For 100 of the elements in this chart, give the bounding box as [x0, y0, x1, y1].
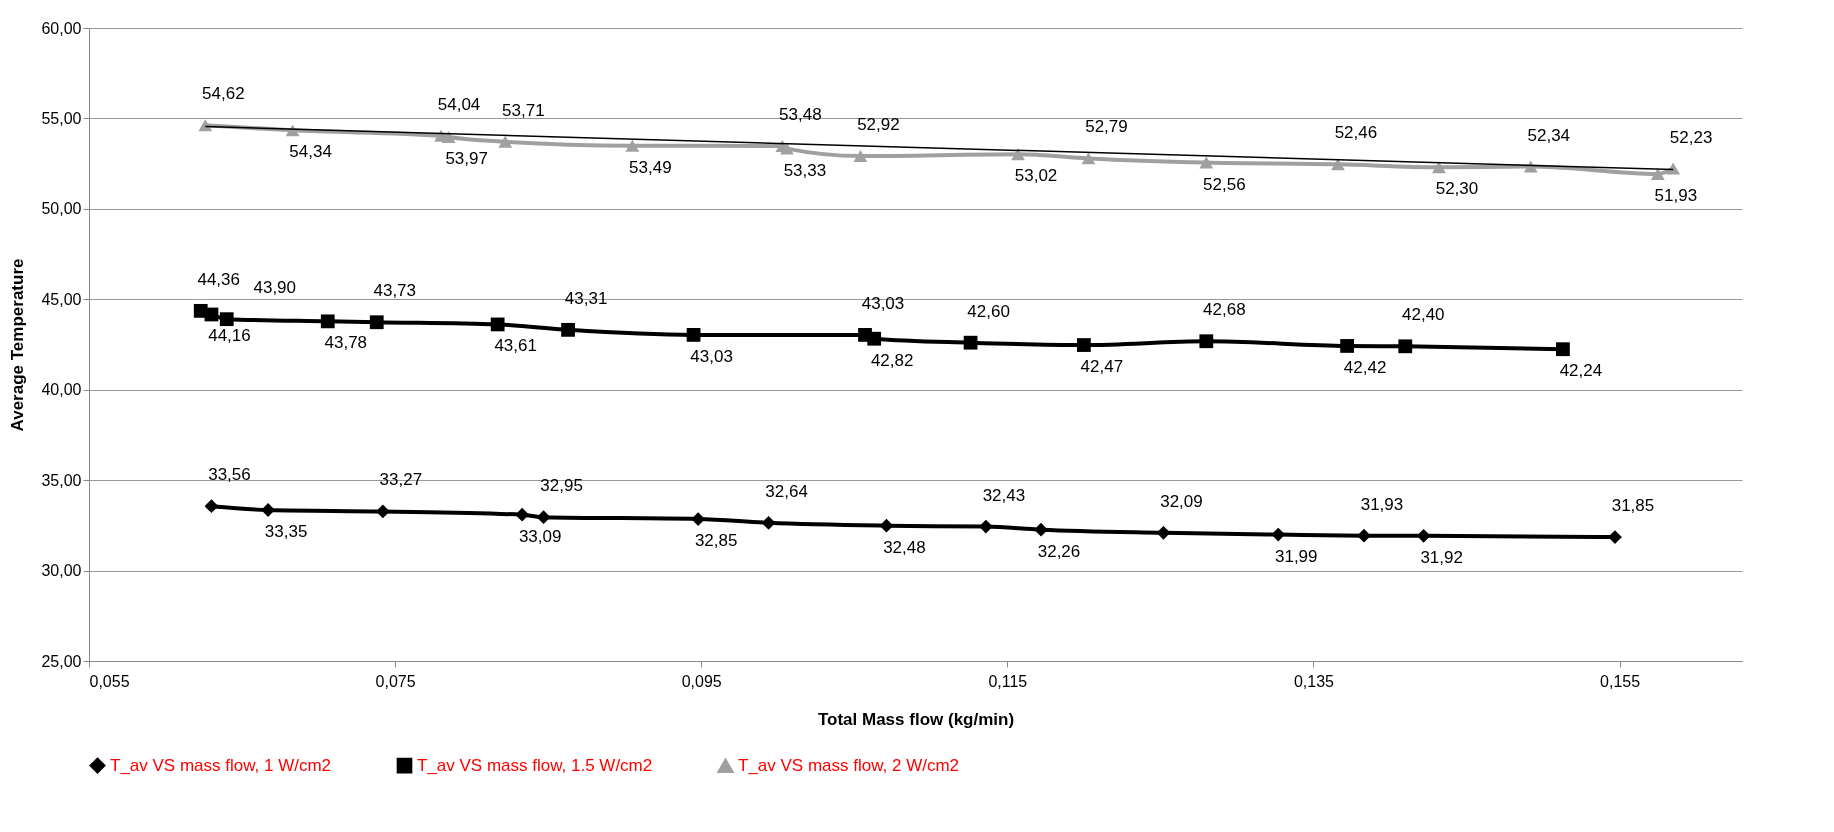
data-label: 42,47 [1080, 357, 1124, 377]
data-label: 33,09 [518, 526, 562, 546]
data-label: 53,71 [502, 100, 545, 120]
point [1556, 342, 1570, 357]
point [1156, 525, 1171, 540]
point [1416, 528, 1431, 543]
data-label: 33,56 [208, 465, 251, 485]
data-label: 32,09 [1160, 491, 1203, 511]
x-tick-label: 0,115 [988, 672, 1028, 690]
data-label: 54,04 [437, 94, 481, 114]
point [320, 314, 335, 329]
point [1199, 334, 1214, 349]
legend-label: T_av VS mass flow, 2 W/cm2 [738, 756, 960, 776]
data-label: 53,48 [779, 104, 822, 124]
x-tick-label: 0,095 [681, 672, 722, 690]
data-label: 42,60 [967, 301, 1010, 321]
point [686, 328, 701, 342]
data-label: 31,92 [1420, 547, 1463, 567]
point [780, 142, 794, 155]
data-label: 52,92 [857, 115, 900, 135]
data-label: 43,03 [690, 346, 733, 366]
data-label: 33,35 [264, 521, 308, 541]
data-label: 42,68 [1203, 300, 1246, 320]
point [1076, 338, 1091, 352]
data-label: 32,85 [694, 531, 738, 551]
point [963, 335, 978, 350]
point [204, 499, 219, 514]
data-label: 54,34 [289, 142, 332, 162]
data-label: 42,24 [1559, 361, 1603, 381]
data-label: 52,56 [1203, 174, 1246, 194]
x-tick-label: 0,155 [1600, 672, 1641, 690]
data-label: 42,42 [1343, 357, 1387, 377]
point [198, 119, 213, 132]
data-label: 31,85 [1611, 496, 1655, 516]
point [1011, 148, 1025, 161]
data-label: 54,62 [202, 84, 245, 104]
point [498, 135, 513, 148]
point [853, 150, 868, 163]
data-label: 42,82 [870, 350, 914, 370]
data-label: 44,16 [208, 326, 251, 346]
data-label: 43,31 [564, 288, 608, 308]
data-label: 43,90 [253, 278, 297, 298]
point [561, 322, 575, 337]
point [1081, 152, 1096, 165]
data-label: 52,30 [1435, 179, 1479, 199]
point [879, 518, 894, 533]
point [1331, 158, 1345, 171]
point [1608, 530, 1622, 544]
point [369, 315, 384, 330]
y-tick-label: 45,00 [41, 290, 82, 308]
data-label: 43,61 [494, 336, 537, 356]
y-tick-label: 25,00 [41, 652, 82, 670]
data-label: 51,93 [1654, 185, 1698, 205]
y-axis-title: Average Temperature [8, 258, 28, 432]
x-tick-label: 0,055 [89, 672, 130, 690]
data-label: 32,26 [1037, 541, 1081, 561]
x-axis-title: Total Mass flow (kg/min) [817, 709, 1015, 729]
data-label: 53,97 [445, 149, 488, 169]
point [1523, 160, 1538, 173]
data-label: 52,34 [1527, 125, 1571, 145]
data-label: 33,27 [379, 470, 423, 490]
data-label: 31,93 [1360, 494, 1404, 514]
data-label: 42,40 [1402, 305, 1445, 325]
data-label: 31,99 [1274, 546, 1318, 566]
point [1271, 527, 1286, 542]
point [515, 507, 530, 522]
data-label: 53,33 [783, 160, 827, 180]
point [625, 139, 640, 152]
data-label: 52,46 [1334, 123, 1378, 143]
legend-label: T_av VS mass flow, 1.5 W/cm2 [417, 755, 653, 775]
point [1650, 167, 1665, 180]
data-label: 52,79 [1085, 117, 1128, 137]
data-label: 32,43 [982, 485, 1026, 505]
y-tick-label: 55,00 [41, 109, 82, 127]
data-label: 43,73 [373, 281, 417, 301]
data-label: 32,95 [540, 476, 583, 496]
y-tick-label: 40,00 [41, 381, 82, 399]
point [536, 510, 551, 525]
data-label: 43,78 [324, 333, 368, 353]
point [1432, 161, 1446, 174]
point [1357, 528, 1371, 543]
data-label: 53,02 [1014, 166, 1058, 186]
point [219, 312, 234, 327]
y-tick-label: 60,00 [41, 19, 82, 37]
point [761, 515, 776, 530]
y-tick-label: 35,00 [41, 471, 82, 489]
point [691, 512, 706, 526]
y-tick-label: 30,00 [41, 562, 82, 580]
data-label: 32,48 [883, 537, 926, 557]
x-tick-label: 0,135 [1293, 672, 1335, 690]
point [490, 317, 505, 332]
point [1199, 156, 1214, 169]
data-label: 43,03 [861, 293, 905, 313]
point [441, 131, 456, 144]
data-label: 44,36 [197, 269, 240, 289]
data-label: 53,49 [629, 157, 672, 177]
point [979, 519, 993, 534]
point [375, 504, 390, 519]
point [1340, 339, 1355, 353]
x-tick-label: 0,075 [375, 672, 416, 690]
